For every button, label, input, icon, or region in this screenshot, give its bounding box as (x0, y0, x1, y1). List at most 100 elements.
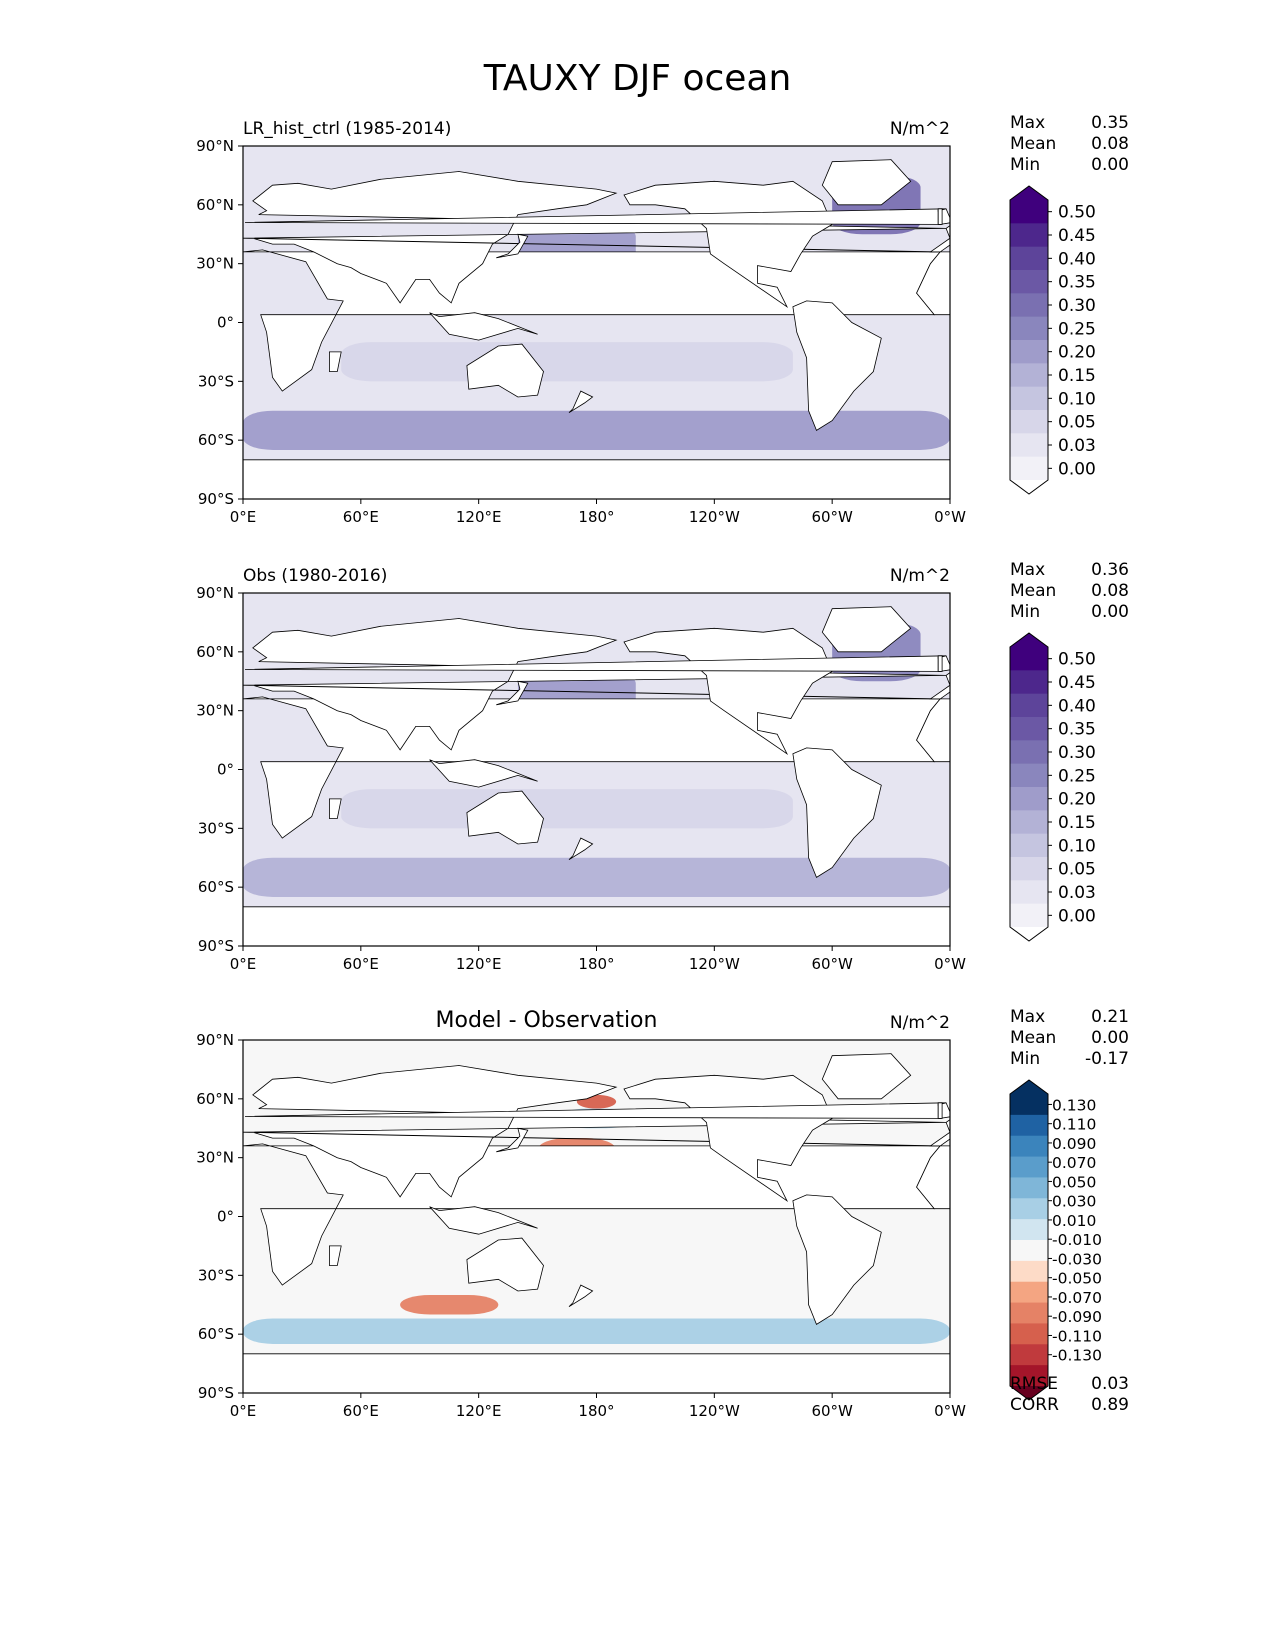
colorbar-label: 0.03 (1058, 883, 1096, 903)
colorbar-label: 0.50 (1058, 650, 1096, 670)
y-tick-label: 60°N (196, 196, 234, 214)
colorbar-label: 0.030 (1052, 1193, 1096, 1211)
colorbar-label: 0.35 (1058, 273, 1096, 293)
colorbar-extend-bottom (1010, 1386, 1048, 1400)
y-tick-label: 90°N (196, 137, 234, 155)
panel-title: Obs (1980-2016) (243, 566, 387, 586)
colorbar-segment (1010, 833, 1048, 858)
colorbar-label: 0.110 (1052, 1116, 1096, 1134)
colorbar-obs: 0.50 0.45 0.40 0.35 0.30 0.25 0.20 0.15 0.10 0.05… (1009, 632, 1096, 942)
colorbar-label: -0.110 (1052, 1327, 1102, 1345)
panel-units: N/m^2 (890, 566, 950, 586)
x-tick-label: 120°W (689, 955, 740, 973)
land-mass (243, 618, 947, 751)
stat-value: 0.00 (1091, 1028, 1129, 1048)
y-tick-label: 60°N (196, 643, 234, 661)
colorbar-segment (1010, 293, 1048, 318)
colorbar-label: 0.070 (1052, 1154, 1096, 1172)
land-mass (929, 1119, 950, 1147)
x-tick-label: 60°W (811, 955, 853, 973)
land-mass (568, 837, 594, 861)
stat-value: 0.35 (1091, 113, 1129, 133)
colorbar-segment (1010, 223, 1048, 248)
land-mass (937, 655, 943, 672)
stat-value: 0.08 (1091, 134, 1129, 154)
land-mass (821, 606, 912, 653)
x-tick-label: 60°E (343, 508, 379, 526)
land-mass (949, 906, 950, 946)
colorbar-segment (1010, 1281, 1048, 1304)
y-tick-label: 60°N (196, 1090, 234, 1108)
colorbar-label: 0.30 (1058, 743, 1096, 763)
colorbar-label: 0.35 (1058, 720, 1096, 740)
field-band (243, 1318, 950, 1344)
map-panel-obs: 0°E 60°E 120°E 180° 120°W 60°W 0°W 90°N 60°N 30°N… (196, 560, 1129, 973)
land-mass (328, 351, 342, 372)
field-band (243, 857, 950, 897)
colorbar-label: 0.10 (1058, 389, 1096, 409)
field-band (243, 410, 950, 450)
colorbar-segment (1010, 1094, 1048, 1116)
x-tick-label: 120°E (456, 955, 502, 973)
colorbar-label: 0.05 (1058, 413, 1096, 433)
x-tick-label: 0°E (230, 508, 257, 526)
stat-label: Mean (1010, 1028, 1056, 1048)
colorbar-extend-top (1010, 1080, 1048, 1094)
x-tick-label: 120°W (689, 1402, 740, 1420)
colorbar-segment (1010, 246, 1048, 271)
colorbar-label: 0.20 (1058, 790, 1096, 810)
field-band (341, 342, 793, 382)
map-field (243, 146, 950, 499)
colorbar-extend-bottom (1010, 927, 1048, 941)
land-mass (929, 672, 950, 700)
colorbar-outline (1009, 1079, 1049, 1401)
x-tick-label: 60°E (343, 1402, 379, 1420)
colorbar-label: 0.10 (1058, 836, 1096, 856)
y-tick-label: 30°N (196, 702, 234, 720)
colorbar-segment (1010, 670, 1048, 695)
colorbar-label: 0.00 (1058, 459, 1096, 479)
x-tick-label: 120°W (689, 508, 740, 526)
colorbar-label: 0.25 (1058, 319, 1096, 339)
land-mass (243, 171, 947, 304)
y-tick-label: 30°S (198, 819, 234, 837)
colorbar-segment (1010, 1344, 1048, 1366)
stat-label: Max (1010, 560, 1045, 580)
colorbar-segment (1010, 1260, 1048, 1283)
colorbar-segment (1010, 787, 1048, 811)
colorbar-label: 0.40 (1058, 696, 1096, 716)
stat-label: Mean (1010, 134, 1056, 154)
colorbar-outline (1009, 185, 1049, 495)
land-mass (916, 251, 950, 316)
colorbar-label: 0.20 (1058, 343, 1096, 363)
colorbar-label: 0.050 (1052, 1173, 1096, 1191)
colorbar-label: 0.010 (1052, 1212, 1096, 1230)
x-tick-label: 180° (578, 1402, 614, 1420)
land-mass (243, 906, 950, 946)
colorbar-segment (1010, 410, 1048, 434)
colorbar-segment (1010, 740, 1048, 765)
land-mass (496, 233, 529, 259)
stat-label: Min (1010, 602, 1040, 622)
y-tick-label: 60°S (198, 878, 234, 896)
land-mass (429, 759, 538, 788)
land-mass (568, 390, 594, 414)
y-tick-label: 30°N (196, 1149, 234, 1167)
x-tick-label: 0°E (230, 1402, 257, 1420)
land-mass (466, 790, 544, 845)
land-mass (496, 680, 529, 706)
colorbar-segment (1010, 316, 1048, 341)
y-tick-label: 0° (217, 1208, 234, 1226)
page-title: TAUXY DJF ocean (483, 58, 792, 99)
colorbar-segment (1010, 763, 1048, 788)
metric-label: CORR (1010, 1395, 1059, 1415)
colorbar-segment (1010, 810, 1048, 835)
colorbar-label: 0.15 (1058, 366, 1096, 386)
colorbar-segment (1010, 903, 1048, 928)
land-mass (243, 1065, 947, 1198)
stat-label: Min (1010, 1049, 1040, 1069)
colorbar-label: 0.130 (1052, 1096, 1096, 1114)
land-mass (568, 1284, 594, 1308)
land-mass (429, 312, 538, 341)
field-band (400, 1294, 499, 1315)
